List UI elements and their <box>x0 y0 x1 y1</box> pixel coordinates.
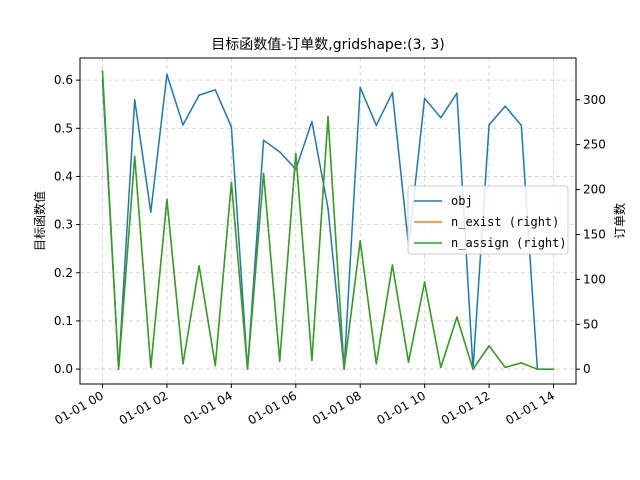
data-point <box>504 366 506 369</box>
data-point <box>101 70 104 72</box>
y-tick-label: 0.3 <box>54 218 73 232</box>
y-axis-right: 0 50 100 150 200 250 300 <box>576 93 606 376</box>
y-tick-label: 0.1 <box>54 314 73 328</box>
data-point <box>359 86 362 89</box>
y-tick-label: 0.2 <box>54 266 73 280</box>
data-point <box>294 152 297 155</box>
x-tick-label: 01-01 14 <box>503 388 557 427</box>
data-point <box>423 281 426 283</box>
x-tick-label: 01-01 06 <box>246 388 300 427</box>
data-point <box>343 368 345 370</box>
legend: obj n_exist (right) n_assign (right) <box>407 185 569 255</box>
y2-tick-label: 100 <box>583 272 606 286</box>
data-point <box>359 239 362 242</box>
y2-tick-label: 300 <box>583 93 606 107</box>
data-point <box>214 88 217 91</box>
data-point <box>230 181 233 184</box>
x-axis: 01-01 00 01-01 02 01-01 04 01-01 06 01-01 08… <box>52 384 557 428</box>
x-tick-label: 01-01 10 <box>374 388 428 427</box>
chart-title: 目标函数值-订单数,gridshape:(3, 3) <box>211 37 445 53</box>
y2-tick-label: 200 <box>583 183 606 197</box>
x-tick-label: 01-01 02 <box>117 388 171 427</box>
x-tick-label: 01-01 00 <box>52 388 106 427</box>
data-point <box>198 94 200 96</box>
y-tick-label: 0.6 <box>54 73 73 87</box>
data-point <box>520 362 523 364</box>
data-point <box>311 120 313 123</box>
plot-frame <box>79 57 577 385</box>
data-point <box>423 97 426 100</box>
data-point <box>214 364 217 367</box>
data-point <box>262 172 265 175</box>
data-point <box>456 92 458 94</box>
data-point <box>278 360 281 362</box>
y-tick-label: 0.0 <box>54 362 73 376</box>
y2-tick-label: 50 <box>583 317 598 331</box>
x-tick-label: 01-01 08 <box>310 388 364 427</box>
data-point <box>520 124 523 127</box>
y-axis-title: 目标函数值 <box>32 191 47 251</box>
data-point <box>166 73 168 76</box>
data-point <box>198 265 200 267</box>
y2-tick-label: 250 <box>583 138 606 152</box>
data-point <box>327 207 329 210</box>
data-point <box>262 139 265 142</box>
data-point <box>133 99 136 101</box>
legend-label: n_exist (right) <box>451 215 559 229</box>
data-point <box>375 362 378 365</box>
data-point <box>391 91 394 94</box>
data-point <box>439 366 442 369</box>
data-point <box>182 124 184 126</box>
y2-axis-title: 订单数 <box>612 203 627 239</box>
data-point <box>230 126 233 128</box>
data-point <box>488 124 490 126</box>
data-point <box>327 116 329 118</box>
data-point <box>150 366 152 369</box>
data-point <box>391 264 394 266</box>
data-point <box>133 155 136 158</box>
data-point <box>407 361 410 363</box>
data-point <box>278 151 281 153</box>
data-point <box>472 368 474 370</box>
data-point <box>375 124 378 127</box>
data-point <box>182 362 184 365</box>
x-tick-label: 01-01 04 <box>181 388 235 427</box>
data-point <box>294 168 297 171</box>
data-point <box>117 368 120 370</box>
y2-tick-label: 150 <box>583 227 606 241</box>
legend-box <box>407 185 569 255</box>
data-point <box>488 345 490 347</box>
data-point <box>504 105 506 107</box>
y-tick-label: 0.4 <box>54 169 73 183</box>
data-point <box>166 198 168 201</box>
series-lines <box>101 70 555 370</box>
data-point <box>246 368 249 370</box>
data-point <box>150 211 152 213</box>
data-point <box>311 359 313 362</box>
y2-tick-label: 0 <box>583 362 591 376</box>
data-point <box>552 368 555 370</box>
x-tick-label: 01-01 12 <box>439 388 493 427</box>
legend-label: n_assign (right) <box>451 236 567 250</box>
data-point <box>439 116 442 119</box>
legend-label: obj <box>451 194 473 208</box>
y-axis-left: 0.0 0.1 0.2 0.3 0.4 0.5 0.6 <box>54 73 80 376</box>
data-point <box>456 316 458 318</box>
y-tick-label: 0.5 <box>54 121 73 135</box>
data-point <box>536 368 539 370</box>
